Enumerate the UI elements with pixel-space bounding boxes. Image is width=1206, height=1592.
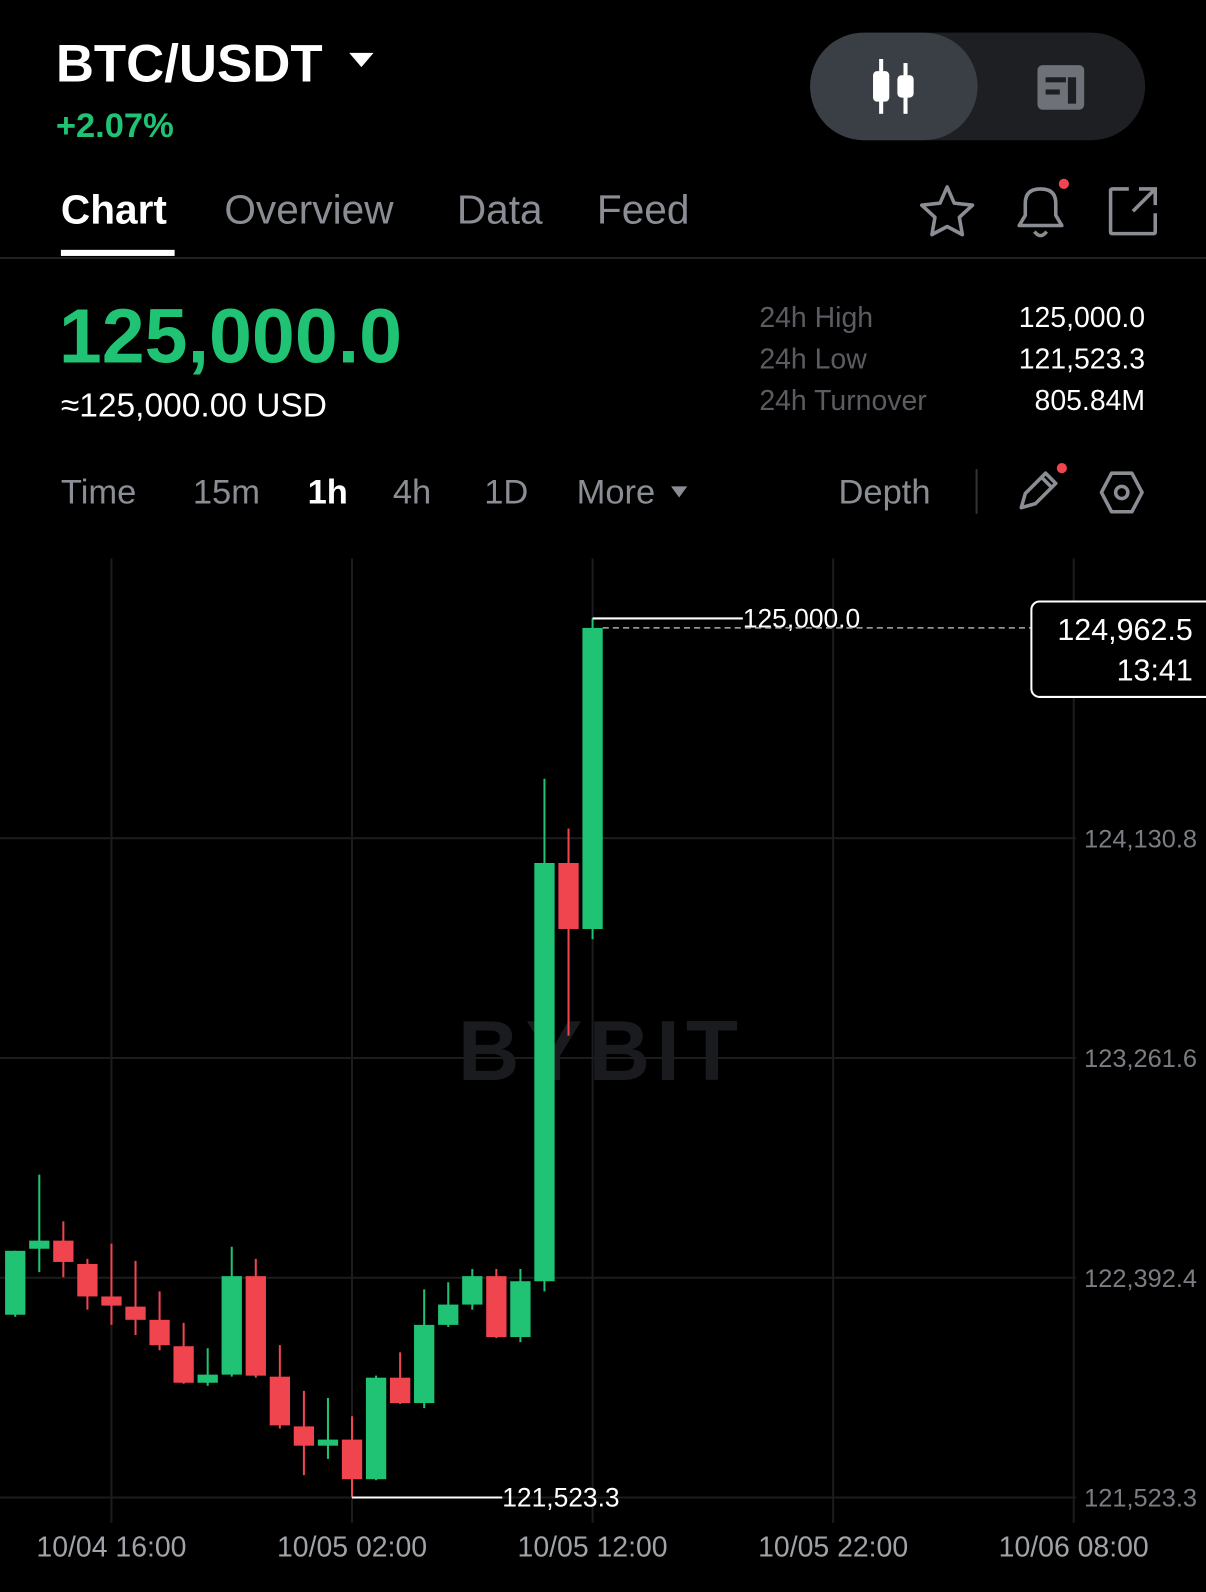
tab[interactable]: Feed — [597, 186, 690, 232]
candle-body — [558, 862, 579, 929]
x-tick-label: 10/05 22:00 — [758, 1531, 908, 1563]
interval[interactable]: 4h — [393, 474, 431, 512]
candle-body — [149, 1319, 170, 1346]
more-dropdown[interactable] — [671, 486, 688, 498]
settings-icon-center — [1113, 484, 1130, 501]
candle-body — [125, 1306, 146, 1320]
candle-icon — [873, 59, 914, 114]
doc-icon[interactable] — [1037, 65, 1085, 110]
stat-value: 125,000.0 — [1019, 302, 1145, 334]
last-price: 125,000.0 — [59, 294, 402, 380]
candle-body — [29, 1240, 50, 1249]
tab[interactable]: Overview — [224, 186, 394, 232]
candle-body — [77, 1263, 98, 1297]
tab[interactable]: Chart — [61, 186, 167, 232]
stat-label: 24h Turnover — [759, 385, 926, 417]
share-icon[interactable] — [1108, 187, 1158, 236]
interval[interactable]: 1D — [484, 474, 528, 512]
candle-body — [534, 862, 555, 1282]
toggle-selected[interactable] — [810, 32, 978, 141]
candle-body — [365, 1377, 387, 1480]
candle-body — [438, 1304, 459, 1325]
tab-underline — [60, 249, 175, 256]
watermark: BYBIT — [458, 1004, 744, 1099]
candle-body — [221, 1276, 242, 1375]
x-tick-label: 10/05 02:00 — [277, 1531, 427, 1563]
candle-body — [173, 1346, 194, 1383]
high-label: 125,000.0 — [743, 604, 860, 634]
change: +2.07% — [56, 107, 174, 145]
last-price-label: 124,962.5 — [1057, 613, 1192, 647]
x-tick-label: 10/05 12:00 — [518, 1531, 668, 1563]
candle-body — [293, 1426, 315, 1446]
interval[interactable]: More — [577, 474, 656, 512]
usd-price: ≈125,000.00 USD — [61, 387, 327, 424]
y-tick-label: 123,261.6 — [1084, 1045, 1197, 1073]
stat-label: 24h Low — [759, 344, 867, 376]
candle-body — [101, 1296, 122, 1306]
pair[interactable]: BTC/USDT — [56, 34, 323, 93]
candle-body — [486, 1276, 507, 1338]
y-tick-label: 122,392.4 — [1084, 1265, 1197, 1293]
x-tick-label: 10/06 08:00 — [999, 1531, 1149, 1563]
candle-body — [269, 1376, 291, 1426]
notification-dot — [1056, 463, 1067, 474]
countdown: 13:41 — [1117, 654, 1193, 688]
chart: BYBIT 10/04 16:00 10/05 02:00 10/05 12:00 10… — [0, 558, 1206, 1563]
favorite-icon[interactable] — [919, 185, 975, 237]
stat-value: 121,523.3 — [1019, 344, 1145, 376]
notification-dot — [1058, 178, 1069, 189]
interval[interactable]: 1h — [308, 474, 348, 512]
candle-body — [317, 1439, 339, 1446]
alert-icon[interactable] — [1017, 187, 1064, 238]
stat-label: 24h High — [759, 302, 873, 334]
candle-body — [341, 1439, 363, 1480]
pair-dropdown[interactable] — [349, 52, 374, 68]
y-tick-label: 121,523.3 — [1084, 1485, 1197, 1513]
tab[interactable]: Data — [457, 186, 543, 232]
candle-body — [53, 1240, 74, 1262]
interval[interactable]: Time — [61, 474, 136, 512]
depth[interactable]: Depth — [839, 474, 931, 512]
last-price-box — [1030, 600, 1206, 698]
candle-body — [510, 1281, 531, 1338]
draw-icon[interactable] — [1019, 471, 1058, 510]
x-tick-label: 10/04 16:00 — [36, 1531, 186, 1563]
interval[interactable]: 15m — [193, 474, 260, 512]
candle-body — [414, 1324, 435, 1404]
settings-icon[interactable] — [1099, 471, 1144, 514]
y-tick-label: 124,130.8 — [1084, 825, 1197, 853]
candle-body — [245, 1276, 266, 1376]
candle-body — [389, 1377, 411, 1404]
candle-body — [5, 1250, 26, 1315]
stat-value: 805.84M — [1035, 385, 1146, 417]
low-label: 121,523.3 — [502, 1483, 619, 1513]
candle-body — [582, 627, 603, 929]
candle-body — [197, 1374, 218, 1383]
candle-body — [462, 1276, 483, 1305]
